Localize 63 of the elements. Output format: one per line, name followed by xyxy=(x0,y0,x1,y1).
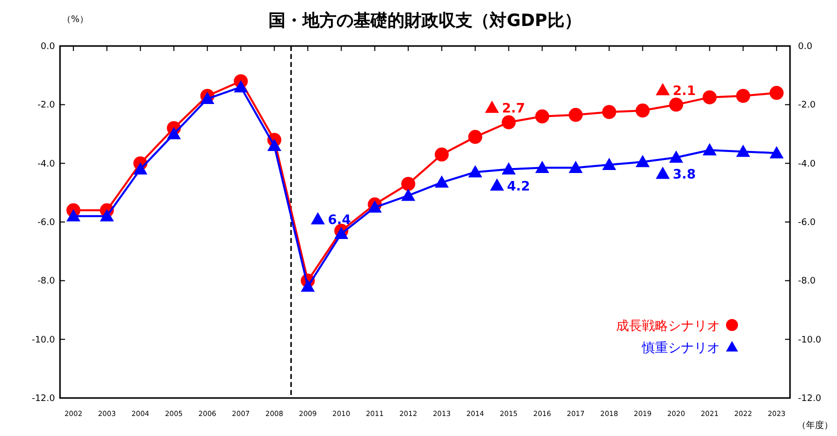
point xyxy=(368,200,382,213)
point xyxy=(736,88,750,103)
annotation: 2.1 xyxy=(672,84,696,99)
y2-tick-label: -2.0 xyxy=(798,100,816,111)
point xyxy=(484,100,499,113)
y-tick-label: -2.0 xyxy=(37,100,56,111)
point xyxy=(702,90,717,104)
point xyxy=(133,162,148,174)
annotation: 2.7 xyxy=(502,102,526,117)
point xyxy=(401,188,416,201)
legend-label: 成長戦略シナリオ xyxy=(616,319,720,334)
y-tick-label: -12.0 xyxy=(32,394,56,404)
y2-tick-label: -4.0 xyxy=(798,159,816,170)
point xyxy=(669,150,684,163)
point xyxy=(636,104,650,118)
point xyxy=(490,178,504,191)
legend-label: 慎重シナリオ xyxy=(641,341,720,356)
point xyxy=(100,209,114,222)
point xyxy=(736,144,750,157)
point xyxy=(310,212,325,224)
annotation: 6.4 xyxy=(328,213,351,228)
y2-tick-label: -8.0 xyxy=(798,276,816,287)
point xyxy=(535,160,550,173)
point xyxy=(656,166,670,179)
point xyxy=(535,109,550,124)
point xyxy=(434,148,449,162)
point xyxy=(401,176,416,191)
x-axis-title: （年度） xyxy=(797,420,833,431)
point xyxy=(702,143,717,156)
chart-title: 国・地方の基礎的財政収支（対GDP比） xyxy=(268,11,582,31)
point xyxy=(267,138,282,151)
point xyxy=(602,158,616,170)
point xyxy=(66,209,80,222)
y2-tick-label: -12.0 xyxy=(798,394,822,404)
point xyxy=(602,105,616,119)
point xyxy=(770,86,784,100)
point xyxy=(468,130,482,144)
annotation: 4.2 xyxy=(506,179,530,194)
point xyxy=(669,98,684,112)
y-tick-label: -6.0 xyxy=(37,218,56,228)
y2-tick-label: 0.0 xyxy=(798,42,813,52)
point xyxy=(166,127,181,140)
point xyxy=(568,108,583,122)
point xyxy=(770,146,784,158)
point xyxy=(656,83,670,96)
y2-tick-label: -6.0 xyxy=(798,218,816,228)
point xyxy=(200,92,214,104)
point xyxy=(334,226,348,239)
point xyxy=(434,175,449,188)
y-tick-label: -10.0 xyxy=(32,335,56,346)
point xyxy=(636,154,650,168)
point xyxy=(300,280,315,292)
point xyxy=(568,160,583,173)
y-axis-title: （%） xyxy=(62,15,89,25)
point xyxy=(468,165,482,178)
point xyxy=(234,80,248,92)
y2-tick-label: -10.0 xyxy=(798,335,822,346)
annotation: 3.8 xyxy=(672,168,696,183)
point xyxy=(502,162,516,174)
y-tick-label: -4.0 xyxy=(37,159,56,170)
y-tick-label: 0.0 xyxy=(40,42,56,52)
y-tick-label: -8.0 xyxy=(37,276,56,287)
point xyxy=(502,115,516,130)
